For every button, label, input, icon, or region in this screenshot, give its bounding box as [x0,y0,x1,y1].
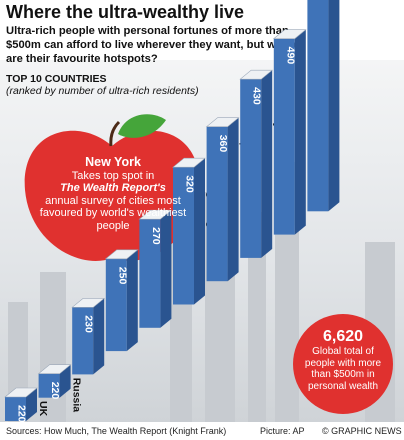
bar-front [307,0,329,212]
chart-title: Where the ultra-wealthy live [6,2,245,22]
bar-top [272,29,307,39]
bar-china: 490China [272,29,318,235]
bar-category-label: UK [37,401,49,417]
bar-value-label: 250 [116,267,128,285]
bar-top [4,387,38,398]
new-york-callout: New York Takes top spot in The Wealth Re… [38,156,188,233]
bar-value-label: 230 [83,315,95,333]
bar-side [227,117,239,282]
bar-front [38,373,60,398]
bar-top [172,157,206,168]
bar-side [294,29,306,235]
bar-front [5,397,26,421]
footer: Sources: How Much, The Wealth Report (Kn… [0,422,404,440]
bar-front [139,219,161,328]
new-york-callout-after: annual survey of cities most favoured by… [39,194,187,232]
bar-value-label: 490 [284,47,296,65]
bar-front [173,167,194,305]
bar-hong-kong: 320Hong Kong [172,157,217,305]
bars-group: 220UK220Russia230France250Switzerland270… [4,0,340,423]
bar-side [160,210,172,328]
global-total-number: 6,620 [322,328,364,345]
sources-credit: Sources: How Much, The Wealth Report (Kn… [6,426,227,436]
bar-uk: 220 UK [4,387,49,423]
bar-side [126,249,138,352]
bar-top [239,69,274,80]
bar-value-label: 220 [49,382,61,400]
bar-russia: 220 Russia [37,364,83,413]
bar-value-label: 320 [184,175,196,193]
apple-stem-icon [109,120,121,147]
bar-front [105,258,127,352]
section-heading: TOP 10 COUNTRIES [6,73,107,85]
leaf-icon [118,114,166,138]
bar-side [26,388,37,421]
bar-top [37,364,72,375]
bar-side [59,364,71,398]
global-total-text: Global total of people with more than $5… [304,346,382,392]
picture-credit: Picture: AP [260,426,305,436]
bar-value-label: 360 [217,135,229,153]
bar-top [104,249,139,260]
bar-value-label: 220 [16,405,28,423]
bar-side [328,0,340,212]
graphic-news-credit: © GRAPHIC NEWS [322,426,402,436]
bar-value-label: 270 [150,227,162,245]
new-york-callout-report: The Wealth Report's [60,182,166,195]
new-york-callout-before: Takes top spot in [71,169,155,182]
bar-side [93,298,105,375]
bar-front [240,79,262,258]
chart-description: Ultra-rich people with personal fortunes… [6,25,300,65]
bar-side [261,70,273,258]
bar-top [138,209,173,220]
section-header: TOP 10 COUNTRIES (ranked by number of ul… [6,73,199,97]
bar-top [205,117,240,128]
bar-category-label: Russia [71,378,83,413]
global-total-callout: 6,620 Global total of people with more t… [293,314,393,414]
bar-u-s: 1,830U.S. [307,0,340,212]
bar-top [71,298,106,308]
bar-front [273,38,295,235]
new-york-city-label: New York [85,155,141,169]
bar-side [194,158,205,305]
section-subheading: (ranked by number of ultra-rich resident… [6,85,199,97]
bar-front [72,307,94,375]
bar-front [206,126,228,282]
bar-value-label: 430 [251,87,263,105]
